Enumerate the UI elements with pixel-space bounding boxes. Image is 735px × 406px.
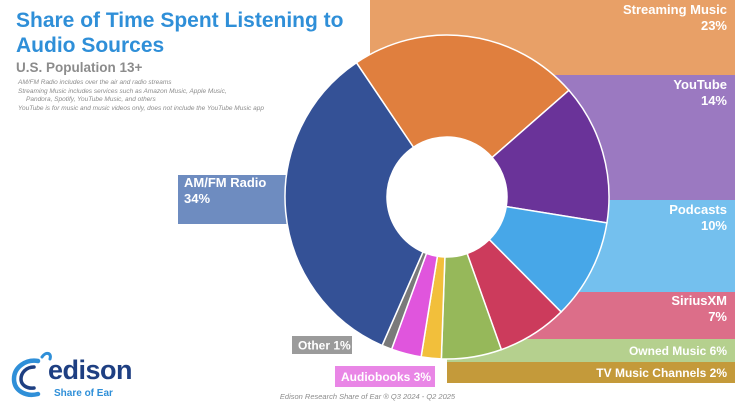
chart-title: Share of Time Spent Listening to Audio S… (16, 9, 344, 57)
label-band-audiobooks (335, 366, 435, 387)
logo-tagline: Share of Ear (54, 388, 113, 399)
category-label-streaming-music: Streaming Music (623, 2, 727, 17)
category-label-owned-music: Owned Music 6% (629, 344, 727, 358)
footnote: Pandora, Spotify, YouTube Music, and oth… (26, 96, 156, 104)
chart-subtitle: U.S. Population 13+ (16, 60, 143, 75)
value-label-streaming-music: 23% (701, 18, 727, 33)
donut-hole (387, 137, 507, 257)
edison-swirl-icon (11, 351, 52, 397)
value-label-am-fm-radio: 34% (184, 191, 210, 206)
value-label-podcasts: 10% (701, 218, 727, 233)
category-label-youtube: YouTube (673, 77, 727, 92)
footnotes: AM/FM Radio includes over the air and ra… (18, 79, 318, 113)
category-label-siriusxm: SiriusXM (671, 293, 727, 308)
category-label-audiobooks: Audiobooks 3% (341, 370, 431, 384)
category-label-tv-music-channels: TV Music Channels 2% (596, 366, 727, 380)
edison-logo: edison Share of Ear (8, 347, 138, 403)
footnote: YouTube is for music and music videos on… (18, 104, 264, 112)
category-label-podcasts: Podcasts (669, 202, 727, 217)
logo-wordmark: edison (48, 355, 133, 385)
footnote: AM/FM Radio includes over the air and ra… (18, 79, 172, 86)
source-note: Edison Research Share of Ear ® Q3 2024 -… (279, 392, 456, 401)
label-band-tv-music-channels (447, 362, 735, 383)
value-label-youtube: 14% (701, 93, 727, 108)
value-label-siriusxm: 7% (708, 309, 727, 324)
footnote: Streaming Music includes services such a… (18, 87, 227, 95)
label-band-owned-music (447, 339, 735, 362)
donut-slices (284, 34, 610, 360)
category-label-other: Other 1% (298, 339, 351, 353)
label-band-other (292, 336, 352, 354)
category-label-am-fm-radio: AM/FM Radio (184, 175, 266, 190)
